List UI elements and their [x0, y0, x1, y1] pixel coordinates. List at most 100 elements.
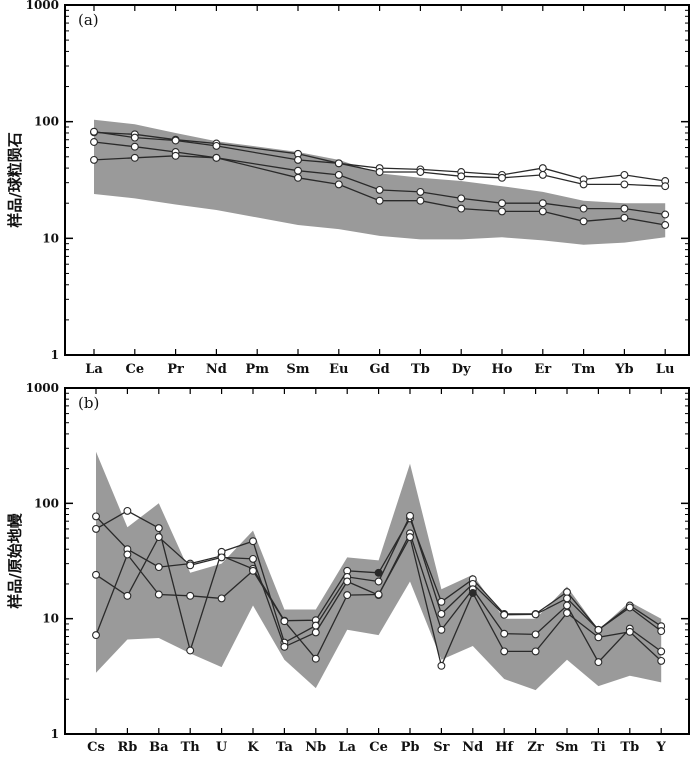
data-point-pr — [171, 136, 180, 145]
data-point-ta — [280, 617, 289, 626]
data-point-gd — [375, 185, 384, 194]
data-point-hf — [500, 629, 509, 638]
data-point-k — [249, 537, 257, 546]
panel-label: (b) — [78, 394, 99, 412]
series-line — [93, 131, 666, 182]
data-point-pr — [171, 151, 180, 160]
x-tick-label-ba: Ba — [149, 740, 169, 755]
data-point-lu — [661, 221, 670, 229]
x-tick-label-u: U — [216, 740, 228, 755]
data-point-rb — [123, 506, 132, 515]
data-point-sm — [294, 155, 302, 164]
data-point-lu — [661, 210, 670, 219]
plot-frame — [64, 387, 690, 735]
data-point-rb — [123, 591, 132, 600]
data-point-yb — [620, 180, 629, 189]
data-point-nb — [311, 654, 320, 663]
data-point-u — [217, 553, 226, 562]
data-point-ce — [374, 577, 383, 586]
x-tick-label-ti: Ti — [591, 740, 606, 755]
data-point-y — [657, 647, 666, 656]
data-point-pb — [406, 511, 414, 520]
data-point-nd — [212, 153, 221, 162]
x-tick-label-sr: Sr — [433, 740, 449, 755]
data-point-ti — [594, 633, 603, 642]
x-tick-label-tb: Tb — [620, 740, 639, 755]
data-point-sm — [294, 173, 302, 182]
data-point-tb — [416, 187, 425, 196]
data-point-ce — [130, 142, 139, 151]
data-point-nd — [468, 589, 477, 597]
x-tick-label-sm: Sm — [555, 740, 578, 755]
data-point-ba — [154, 524, 163, 533]
data-point-th — [186, 646, 195, 655]
x-tick-label-nd: Nd — [462, 740, 483, 755]
x-tick-label-ho: Ho — [492, 362, 513, 377]
data-point-er — [538, 170, 547, 179]
series-sample-4 — [90, 151, 670, 229]
data-point-yb — [620, 170, 629, 179]
data-point-la — [90, 155, 98, 164]
x-tick-label-nd: Nd — [206, 362, 227, 377]
series-line — [93, 141, 666, 216]
data-point-ta — [280, 642, 289, 651]
data-point-pb — [406, 533, 414, 542]
series-sample-3 — [90, 138, 670, 219]
data-point-y — [657, 627, 666, 636]
x-tick-label-pb: Pb — [401, 740, 420, 755]
x-tick-label-y: Y — [656, 740, 667, 755]
data-point-ba — [154, 563, 163, 572]
x-tick-label-tb: Tb — [411, 362, 430, 377]
data-point-la — [343, 591, 352, 600]
data-point-sm — [563, 594, 571, 603]
data-point-zr — [531, 610, 540, 619]
x-tick-label-tm: Tm — [572, 362, 596, 377]
data-point-la — [90, 127, 98, 136]
data-point-ce — [130, 133, 139, 142]
data-point-dy — [457, 204, 466, 213]
data-point-zr — [531, 647, 540, 656]
series-sample-2 — [90, 127, 670, 191]
data-point-sm — [294, 166, 302, 175]
data-point-tb — [625, 603, 634, 612]
data-point-ho — [498, 173, 506, 182]
data-point-tm — [579, 217, 588, 226]
data-point-sm — [563, 609, 571, 617]
data-point-gd — [375, 168, 384, 176]
x-tick-label-nb: Nb — [305, 740, 326, 755]
data-point-y — [657, 656, 666, 665]
data-point-tm — [579, 180, 588, 189]
primitive-mantle-spider-panel: 1 10 100 1000 Cs Rb Ba Th U K Ta Nb La Ce Pb Sr Nd Hf Zr Sm… — [6, 381, 690, 755]
x-tick-label-cs: Cs — [87, 740, 105, 755]
data-point-hf — [500, 647, 509, 656]
data-point-cs — [92, 570, 100, 579]
data-point-la — [90, 138, 98, 146]
data-point-th — [186, 561, 195, 570]
y-tick-label: 1000 — [26, 0, 59, 12]
data-point-ba — [154, 590, 163, 599]
x-tick-label-th: Th — [181, 740, 201, 755]
y-axis-title: 样品/球粒陨石 — [6, 132, 24, 227]
data-point-nb — [311, 628, 320, 637]
data-point-tb — [625, 627, 634, 636]
chondrite-normalized-ree-panel: 1 10 100 1000 La Ce Pr Nd Pm Sm Eu Gd Tb Dy Ho Er Tm Yb Lu… — [6, 0, 690, 377]
x-tick-label-er: Er — [534, 362, 551, 377]
data-point-cs — [92, 631, 100, 640]
series-line — [93, 131, 666, 187]
data-point-gd — [375, 196, 384, 205]
x-tick-label-sm: Sm — [286, 362, 309, 377]
y-tick-label: 1000 — [26, 381, 59, 395]
data-point-k — [249, 554, 257, 563]
plot-frame — [64, 4, 690, 356]
series-sample-4 — [92, 533, 666, 670]
data-point-ce — [130, 153, 139, 162]
panel-label: (a) — [78, 11, 99, 29]
x-tick-label-zr: Zr — [527, 740, 543, 755]
y-tick-label: 1 — [51, 348, 59, 362]
data-point-sm — [563, 601, 571, 610]
y-tick-label: 100 — [34, 115, 59, 129]
data-point-sr — [437, 661, 446, 670]
x-tick-label-dy: Dy — [452, 362, 471, 377]
data-point-rb — [123, 550, 132, 559]
data-point-nd — [212, 141, 221, 150]
